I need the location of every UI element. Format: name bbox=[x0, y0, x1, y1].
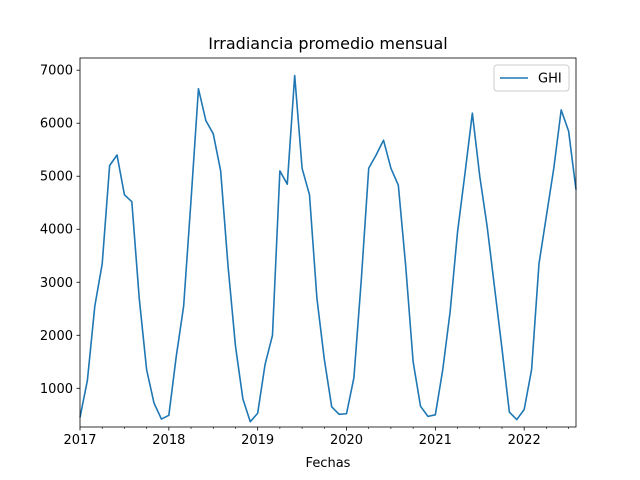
legend-label-ghi: GHI bbox=[538, 72, 562, 87]
x-tick-label: 2022 bbox=[508, 433, 541, 448]
series-line-ghi bbox=[79, 74, 577, 423]
x-tick-label: 2017 bbox=[63, 433, 96, 448]
plot-frame bbox=[79, 57, 577, 428]
y-tick-label: 7000 bbox=[40, 64, 73, 79]
x-axis-label: Fechas bbox=[306, 456, 351, 471]
y-tick-label: 4000 bbox=[40, 223, 73, 238]
legend: GHI bbox=[493, 64, 570, 92]
x-tick-label: 2021 bbox=[419, 433, 452, 448]
y-tick-label: 5000 bbox=[40, 170, 73, 185]
legend-box bbox=[493, 64, 570, 92]
x-tick-label: 2018 bbox=[152, 433, 185, 448]
y-tick-label: 1000 bbox=[40, 382, 73, 397]
x-axis: 2017 2018 2019 2020 2021 2022 bbox=[63, 427, 569, 448]
y-axis: 1000 2000 3000 4000 5000 6000 7000 bbox=[40, 64, 80, 397]
y-tick-label: 3000 bbox=[40, 276, 73, 291]
plot-area bbox=[79, 57, 577, 428]
x-tick-label: 2020 bbox=[330, 433, 363, 448]
y-tick-label: 6000 bbox=[40, 117, 73, 132]
x-tick-label: 2019 bbox=[241, 433, 274, 448]
y-tick-label: 2000 bbox=[40, 329, 73, 344]
chart-title: Irradiancia promedio mensual bbox=[208, 34, 447, 53]
